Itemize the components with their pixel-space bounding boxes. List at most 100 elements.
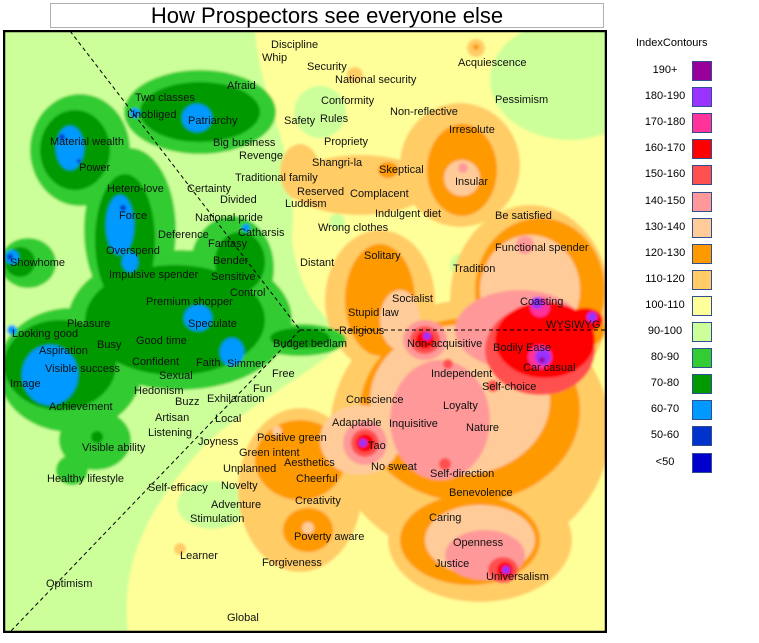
legend-item: 110-120 — [630, 269, 755, 290]
term-label-whip: Whip — [262, 52, 287, 64]
contour-region-150-160 — [443, 359, 453, 369]
term-label-artisan: Artisan — [155, 412, 189, 424]
legend-label: 70-80 — [650, 377, 680, 390]
term-label-self-choice: Self-choice — [482, 381, 536, 393]
legend-item: 160-170 — [630, 138, 755, 160]
legend-label: 130-140 — [644, 220, 686, 233]
contour-region-70-80 — [270, 328, 330, 348]
term-label-openness: Openness — [453, 537, 504, 549]
legend-label: 170-180 — [644, 116, 686, 129]
term-label-conscience: Conscience — [346, 394, 403, 406]
term-label-visible-ability: Visible ability — [82, 442, 146, 454]
contour-region-80-90 — [56, 455, 88, 485]
contour-region-70-80 — [85, 265, 265, 375]
legend-item: <50 — [630, 452, 755, 473]
legend-item: 130-140 — [630, 217, 755, 238]
term-label-hedonism: Hedonism — [134, 385, 184, 397]
contour-region-60-70 — [242, 224, 250, 232]
term-label-divided: Divided — [220, 194, 257, 206]
contour-region-60-70 — [7, 325, 17, 335]
term-label-luddism: Luddism — [285, 198, 327, 210]
contour-region-150-160 — [487, 380, 499, 392]
legend-item: 70-80 — [630, 373, 755, 395]
term-label-security: Security — [307, 61, 347, 73]
contour-region-180-190 — [502, 566, 510, 574]
term-label-bender: Bender — [213, 255, 249, 267]
legend-swatch — [692, 426, 712, 447]
legend-swatch — [692, 113, 712, 134]
term-label-positive-green: Positive green — [257, 432, 327, 444]
term-label-speculate: Speculate — [188, 318, 237, 330]
term-label-complacent: Complacent — [350, 188, 409, 200]
term-label-green-intent: Green intent — [239, 447, 300, 459]
term-label-skeptical: Skeptical — [379, 164, 424, 176]
term-label-no-sweat: No sweat — [371, 461, 417, 473]
legend-label: 90-100 — [647, 325, 683, 337]
legend-label: 80-90 — [650, 351, 680, 364]
legend-swatch — [692, 322, 712, 342]
contour-region-90-100 — [294, 86, 346, 138]
contour-region-60-70 — [184, 305, 212, 331]
term-label-optimism: Optimism — [46, 578, 92, 590]
term-label-overspend: Overspend — [106, 245, 160, 257]
term-label-indulgent-diet: Indulgent diet — [375, 208, 441, 220]
term-label-patriarchy: Patriarchy — [188, 115, 238, 127]
legend-label: 100-110 — [645, 298, 685, 311]
legend-item: 120-130 — [630, 243, 755, 264]
term-label-universalism: Universalism — [486, 571, 549, 583]
term-label-forgiveness: Forgiveness — [262, 557, 322, 569]
contour-region-190-plus — [539, 357, 545, 363]
term-label-propriety: Propriety — [324, 136, 369, 148]
term-label-healthy-lifestyle: Healthy lifestyle — [47, 473, 124, 485]
legend-label: 190+ — [652, 64, 678, 76]
term-label-power: Power — [79, 162, 111, 174]
term-label-premium-shopper: Premium shopper — [146, 296, 233, 308]
legend-title: IndexContours — [636, 37, 708, 49]
legend-item: 80-90 — [630, 347, 755, 369]
term-label-global: Global — [227, 612, 259, 624]
contour-region-140-150 — [390, 360, 490, 480]
contour-region-110-120 — [347, 67, 363, 83]
legend-swatch — [692, 348, 712, 369]
term-label-socialist: Socialist — [392, 293, 433, 305]
term-label-self-direction: Self-direction — [430, 468, 494, 480]
term-label-unplanned: Unplanned — [223, 463, 276, 475]
term-label-loyalty: Loyalty — [443, 400, 478, 412]
term-label-justice: Justice — [435, 558, 469, 570]
term-label-adaptable: Adaptable — [332, 417, 382, 429]
term-label-exhilaration: Exhilaration — [207, 393, 264, 405]
contour-region-90-100 — [177, 481, 247, 529]
contour-region-50-60 — [120, 205, 126, 211]
plot-frame — [2, 29, 608, 634]
contour-region-50-60 — [59, 134, 65, 140]
term-label-force: Force — [119, 210, 147, 222]
legend-item: 100-110 — [630, 295, 755, 316]
term-label-rules: Rules — [320, 113, 349, 125]
term-label-functional-spender: Functional spender — [495, 242, 589, 254]
term-label-learner: Learner — [180, 550, 218, 562]
legend-label: 110-120 — [645, 272, 685, 285]
term-label-self-efficacy: Self-efficacy — [148, 482, 208, 494]
contour-region-60-70 — [220, 338, 244, 366]
term-label-hetero-love: Hetero-love — [107, 183, 164, 195]
term-label-pessimism: Pessimism — [495, 94, 548, 106]
term-label-be-satisfied: Be satisfied — [495, 210, 552, 222]
term-label-buzz: Buzz — [175, 396, 199, 408]
legend-swatch — [692, 243, 712, 264]
term-label-traditional-family: Traditional family — [235, 172, 318, 184]
contour-region-180-190 — [535, 349, 551, 365]
legend-swatch — [692, 165, 712, 186]
legend-label: 140-150 — [644, 194, 686, 207]
term-label-unobliged: Unobliged — [127, 109, 177, 121]
contour-region-130-140 — [444, 160, 480, 196]
legend-swatch — [692, 191, 712, 212]
term-label-faith: Faith — [196, 357, 220, 369]
contour-region-120-130 — [378, 162, 398, 178]
term-label-acquiescence: Acquiescence — [458, 57, 527, 69]
term-label-non-reflective: Non-reflective — [390, 106, 458, 118]
contour-region-50-60 — [7, 254, 13, 260]
term-label-achievement: Achievement — [49, 401, 113, 413]
legend-swatch — [692, 139, 712, 160]
legend-item: 90-100 — [630, 321, 755, 342]
contour-region-70-80 — [91, 431, 103, 443]
